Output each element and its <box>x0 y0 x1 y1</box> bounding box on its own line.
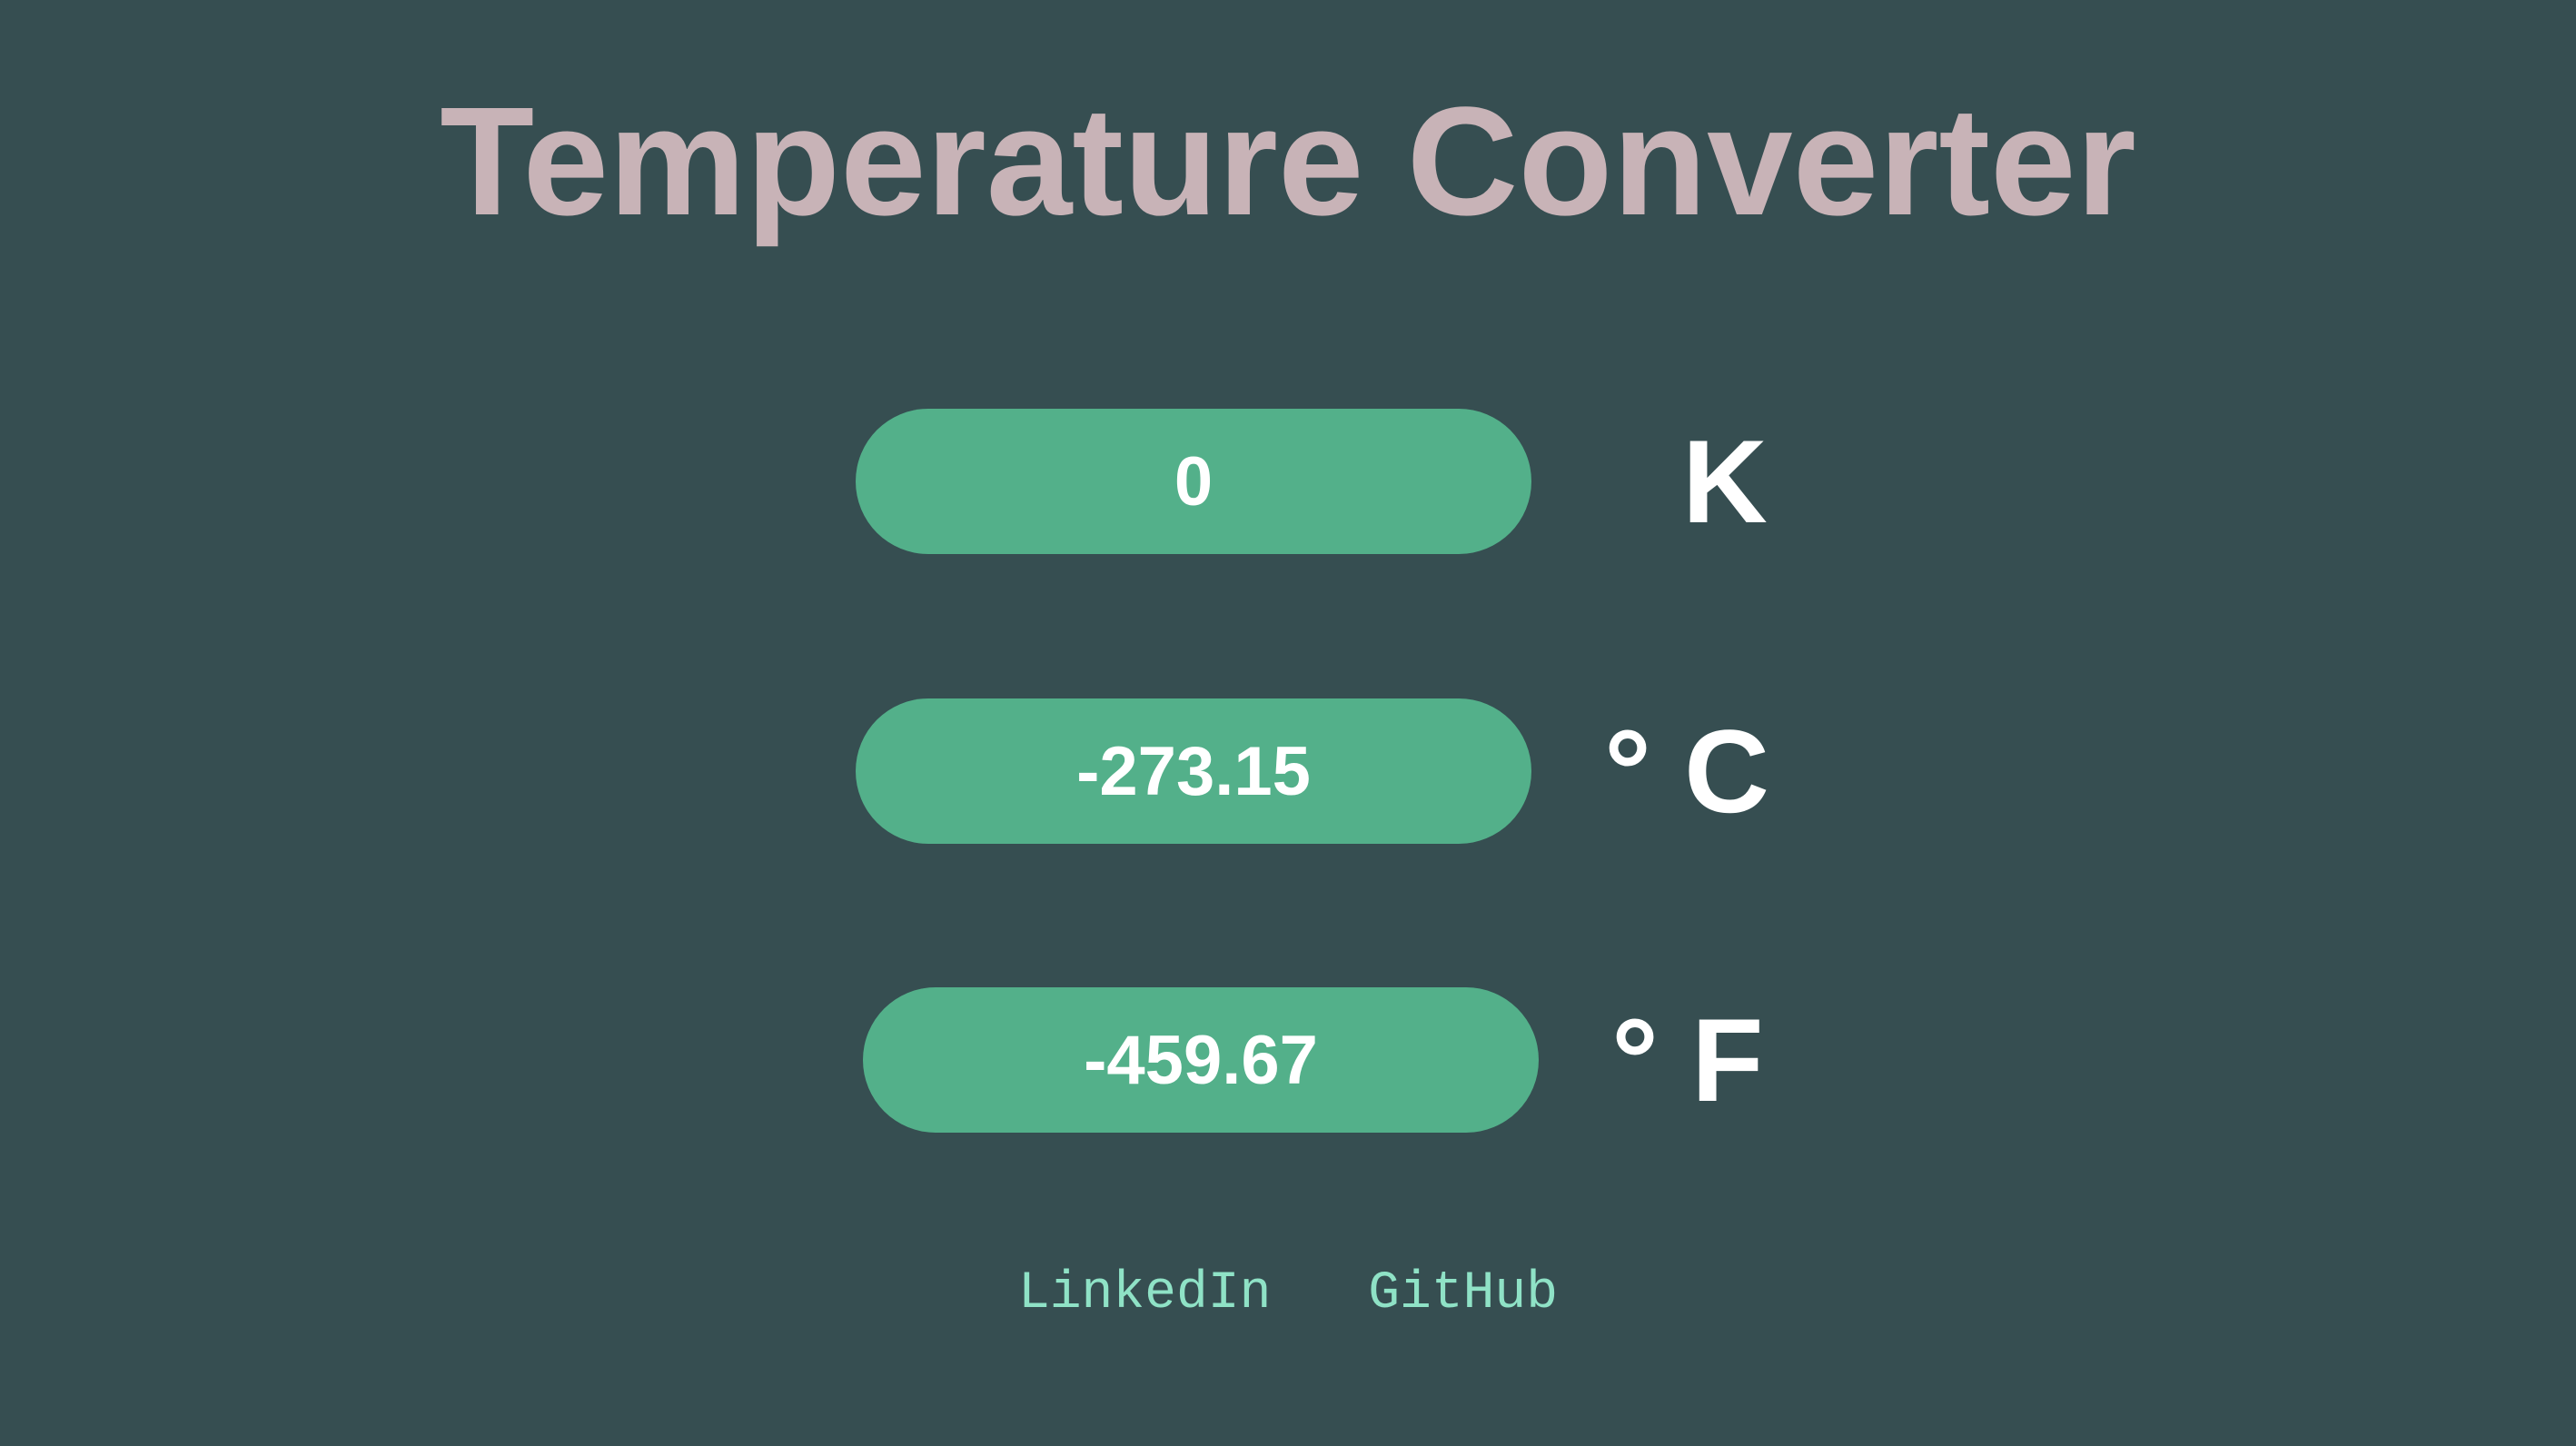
kelvin-row: K <box>0 409 2576 554</box>
linkedin-link[interactable]: LinkedIn <box>1017 1264 1272 1323</box>
celsius-unit-label: ° C <box>1604 705 1769 837</box>
github-link[interactable]: GitHub <box>1368 1264 1559 1323</box>
kelvin-input[interactable] <box>856 409 1531 554</box>
fahrenheit-row: ° F <box>0 987 2576 1133</box>
celsius-row: ° C <box>0 698 2576 844</box>
page-title: Temperature Converter <box>440 75 2136 248</box>
kelvin-unit-label: K <box>1682 415 1768 548</box>
footer-links: LinkedIn GitHub <box>0 1258 2576 1331</box>
celsius-input[interactable] <box>856 698 1531 844</box>
fahrenheit-input[interactable] <box>863 987 1539 1133</box>
fahrenheit-unit-label: ° F <box>1611 994 1764 1126</box>
